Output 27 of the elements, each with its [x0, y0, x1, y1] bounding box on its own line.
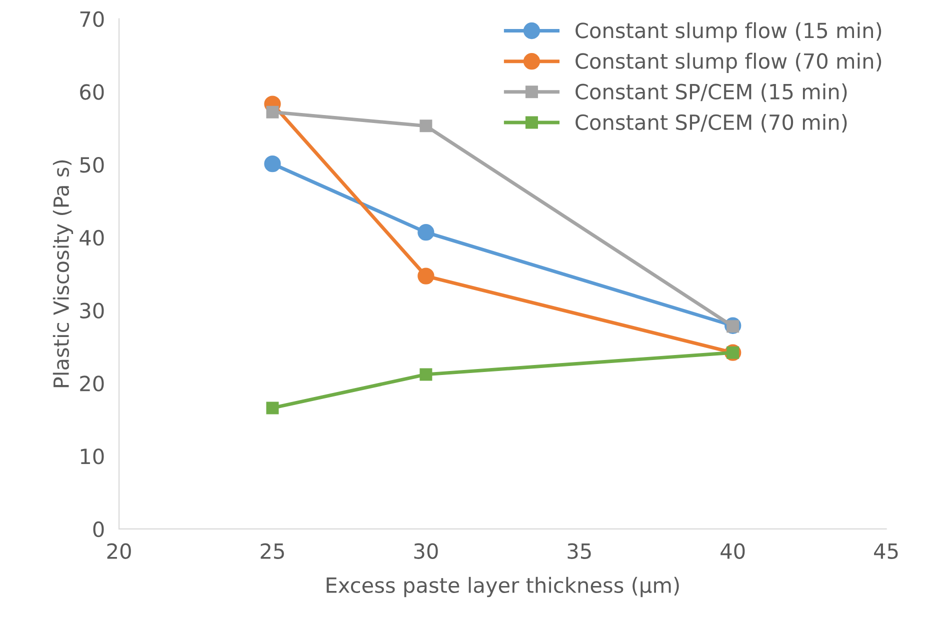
y-tick-label: 40	[80, 230, 104, 246]
point	[420, 120, 432, 132]
point	[418, 268, 434, 284]
point	[266, 106, 279, 118]
x-tick-label: 25	[260, 543, 284, 559]
point	[418, 224, 434, 241]
x-tick-label: 40	[720, 543, 745, 559]
point	[420, 368, 432, 381]
x-tick-label: 30	[414, 543, 438, 559]
y-tick-label: 30	[80, 302, 104, 319]
x-tick-label: 20	[107, 543, 131, 559]
legend-label: Constant slump flow (15 min)	[576, 22, 882, 42]
legend-label: Constant slump flow (70 min)	[576, 52, 882, 73]
legend-label: Constant SP/CEM (15 min)	[576, 83, 847, 102]
y-tick-label: 0	[93, 521, 104, 538]
y-tick-label: 60	[80, 84, 104, 100]
point	[264, 155, 281, 172]
x-tick-label: 35	[568, 543, 591, 559]
y-tick-label: 20	[80, 376, 104, 392]
y-tick-label: 70	[80, 11, 104, 27]
y-tick-label: 50	[80, 157, 104, 173]
y-tick-label: 10	[80, 448, 104, 464]
point	[266, 402, 279, 414]
x-tick-label: 45	[874, 544, 898, 559]
legend-label: Constant SP/CEM (70 min)	[576, 114, 847, 133]
y-axis-title: Plastic Viscosity (Pa s)	[52, 160, 74, 388]
x-axis-title: Excess paste layer thickness (µm)	[326, 576, 679, 598]
